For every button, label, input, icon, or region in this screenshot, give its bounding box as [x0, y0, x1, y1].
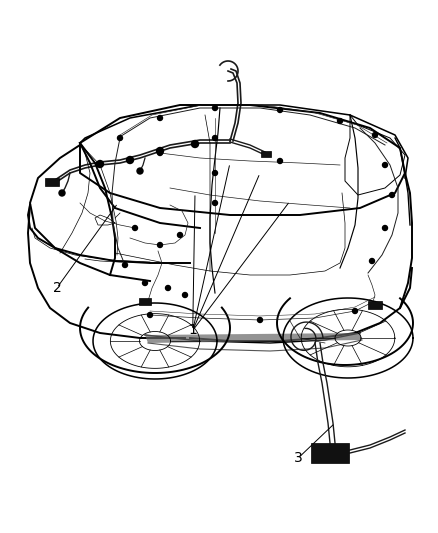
Circle shape — [137, 168, 143, 174]
Circle shape — [156, 148, 163, 155]
Bar — [311, 443, 349, 463]
Circle shape — [338, 118, 343, 124]
Circle shape — [389, 192, 395, 198]
Circle shape — [117, 135, 123, 141]
Circle shape — [158, 116, 162, 120]
Circle shape — [278, 108, 283, 112]
Circle shape — [212, 200, 218, 206]
Circle shape — [278, 158, 283, 164]
Circle shape — [166, 286, 170, 290]
Circle shape — [127, 157, 134, 164]
Bar — [139, 297, 151, 304]
Bar — [45, 178, 59, 186]
Circle shape — [59, 190, 65, 196]
Circle shape — [158, 243, 162, 247]
Circle shape — [382, 163, 388, 167]
Circle shape — [177, 232, 183, 238]
Bar — [261, 151, 271, 157]
Circle shape — [142, 280, 148, 286]
Circle shape — [123, 262, 127, 268]
Circle shape — [372, 133, 378, 138]
Circle shape — [353, 309, 357, 313]
Circle shape — [212, 135, 218, 141]
Circle shape — [96, 160, 103, 167]
Text: 3: 3 — [293, 451, 302, 465]
Circle shape — [133, 225, 138, 230]
Circle shape — [183, 293, 187, 297]
Circle shape — [370, 259, 374, 263]
Text: 2: 2 — [53, 281, 61, 295]
Circle shape — [212, 106, 218, 110]
Circle shape — [191, 141, 198, 148]
Circle shape — [258, 318, 262, 322]
Circle shape — [212, 171, 218, 175]
Text: 1: 1 — [188, 324, 197, 337]
Circle shape — [382, 225, 388, 230]
Circle shape — [148, 312, 152, 318]
Polygon shape — [145, 333, 362, 343]
Bar — [368, 301, 382, 309]
Circle shape — [158, 150, 162, 156]
